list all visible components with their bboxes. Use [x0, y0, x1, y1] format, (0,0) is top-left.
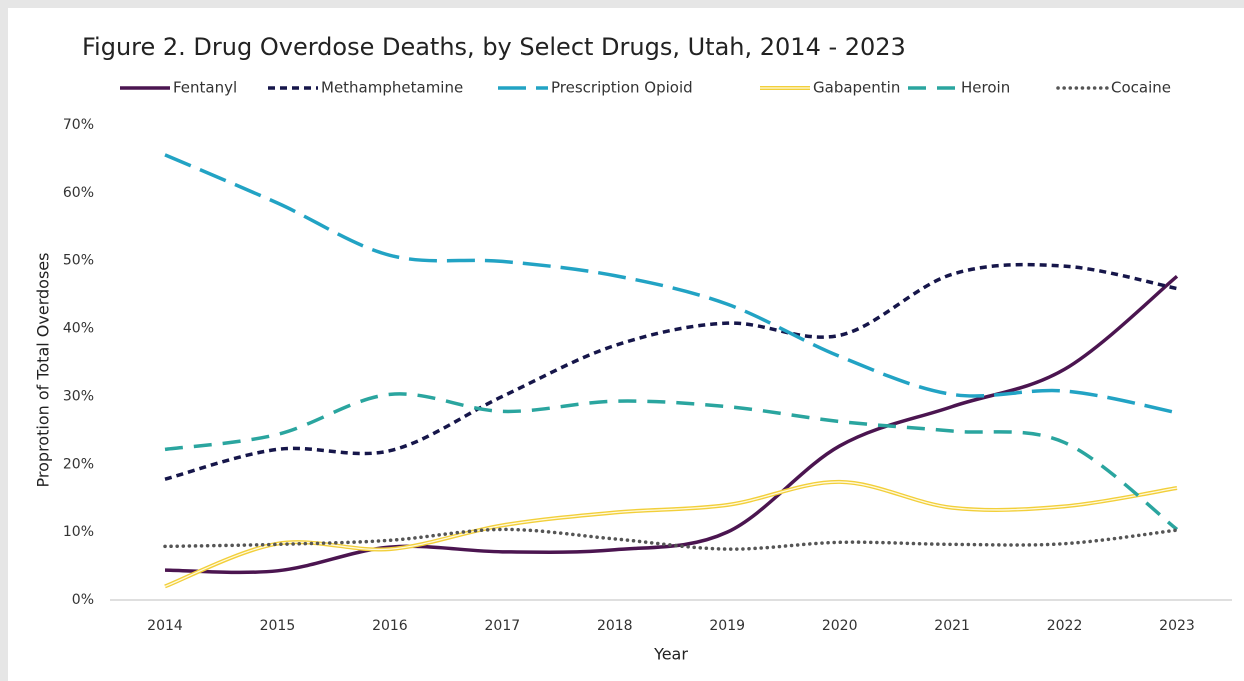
legend-label: Prescription Opioid	[551, 79, 693, 97]
x-tick-label: 2021	[934, 618, 970, 634]
x-axis-label: Year	[653, 645, 688, 664]
y-tick-label: 10%	[63, 524, 94, 540]
x-tick-label: 2023	[1159, 618, 1195, 634]
legend-label: Heroin	[961, 79, 1010, 97]
chart-panel	[8, 8, 1244, 681]
legend-label: Methamphetamine	[321, 79, 463, 97]
series-line	[164, 153, 1178, 415]
y-tick-label: 50%	[63, 253, 94, 269]
x-tick-label: 2020	[822, 618, 858, 634]
legend-label: Fentanyl	[173, 79, 237, 97]
legend-label: Cocaine	[1111, 79, 1171, 97]
x-tick-label: 2016	[372, 618, 408, 634]
y-axis-label: Proprotion of Total Overdoses	[34, 253, 53, 488]
x-tick-label: 2015	[260, 618, 296, 634]
x-tick-label: 2018	[597, 618, 633, 634]
series-line	[164, 274, 1179, 575]
legend-label: Gabapentin	[813, 79, 900, 97]
x-tick-label: 2017	[485, 618, 521, 634]
y-tick-label: 20%	[63, 456, 94, 472]
x-tick-label: 2022	[1047, 618, 1083, 634]
x-tick-label: 2019	[709, 618, 745, 634]
chart-title: Figure 2. Drug Overdose Deaths, by Selec…	[82, 33, 906, 61]
y-tick-label: 60%	[63, 185, 94, 201]
series-line-inner	[164, 481, 1178, 588]
y-tick-label: 30%	[63, 388, 94, 404]
series-line	[163, 527, 1179, 551]
series-line	[164, 262, 1178, 481]
y-tick-label: 70%	[63, 117, 94, 133]
y-tick-label: 40%	[63, 321, 94, 337]
x-tick-label: 2014	[147, 618, 183, 634]
y-tick-label: 0%	[72, 592, 94, 608]
